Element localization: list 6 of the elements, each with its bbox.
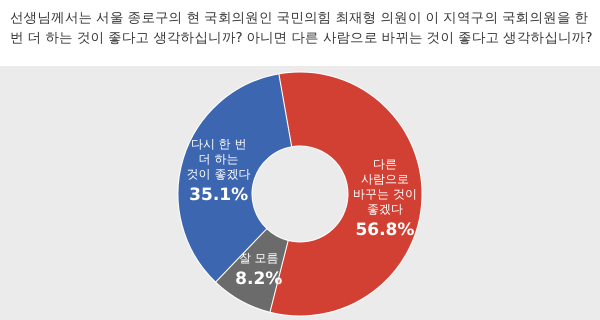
slice-label: 다시 한 번 더 하는 것이 좋겠다 — [186, 136, 251, 181]
chart-title: 선생님께서는 서울 종로구의 현 국회의원인 국민의힘 최재형 의원이 이 지역구의 국회의원을 한번 더 하는 것이 좋다고 생각하십니까? 아니면 다른 사람으로 바뀌는 것이 좋다고 생각하십니까? — [10, 9, 594, 48]
data-label: 35.1% — [189, 184, 248, 205]
slice-label: 잘 모름 — [238, 250, 279, 265]
data-label: 56.8% — [355, 220, 414, 240]
slice-label: 다른 사람으로 바꾸는 것이 좋겠다 — [353, 157, 417, 216]
